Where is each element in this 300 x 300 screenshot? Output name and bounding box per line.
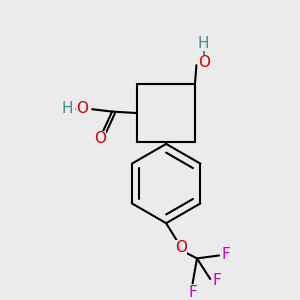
Text: O: O [175, 240, 187, 255]
Text: F: F [188, 285, 197, 300]
Text: H: H [198, 36, 209, 51]
Text: H: H [61, 101, 73, 116]
Text: O: O [76, 101, 88, 116]
Text: O: O [94, 130, 106, 146]
Text: F: F [221, 247, 230, 262]
Text: O: O [198, 55, 210, 70]
Text: F: F [212, 273, 221, 288]
